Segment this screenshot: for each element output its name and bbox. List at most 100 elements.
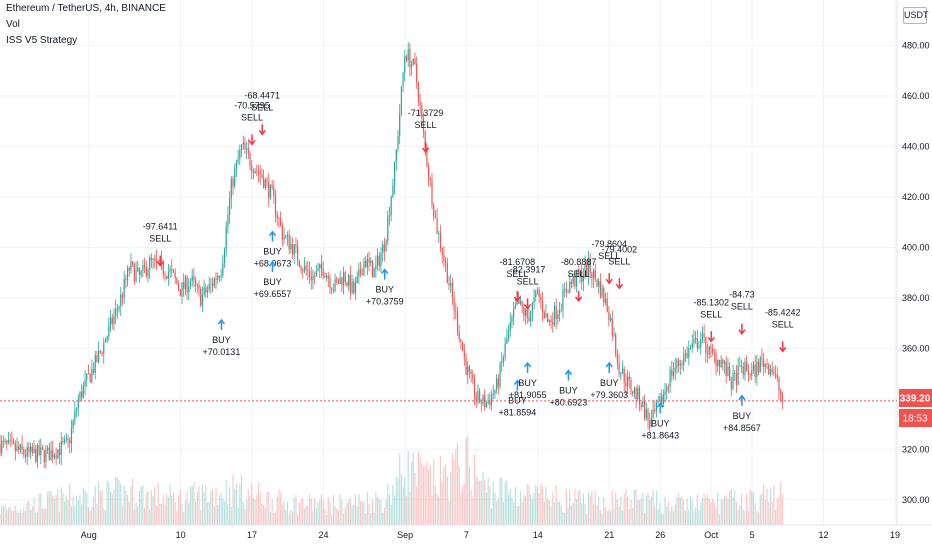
candle-body: [548, 319, 550, 323]
volume-bar: [756, 510, 758, 525]
sell-signal-label: SELL: [731, 302, 753, 312]
volume-bar: [645, 495, 647, 525]
candle-body: [0, 444, 1, 454]
volume-bar: [240, 474, 243, 525]
sell-arrow-head: [156, 261, 164, 267]
candle-body: [448, 283, 450, 286]
volume-bar: [552, 492, 554, 525]
candle-body: [647, 409, 649, 420]
volume-bar: [47, 491, 49, 525]
candle-body: [402, 73, 404, 87]
volume-bar: [130, 486, 132, 525]
candle-body: [669, 369, 671, 387]
sell-arrow-head: [615, 283, 624, 290]
volume-bar: [596, 504, 598, 525]
volume-indicator-label[interactable]: Vol: [6, 19, 20, 30]
candle-body: [683, 355, 685, 365]
candle-body: [288, 234, 290, 250]
price-axis[interactable]: 300.00320.00340.00360.00380.00400.00420.…: [902, 40, 930, 504]
candle-body: [470, 371, 472, 374]
candle-body: [589, 259, 591, 273]
candle-body: [727, 366, 729, 376]
volume-bar: [239, 484, 241, 525]
volume-bar: [455, 448, 457, 525]
volume-bar: [589, 495, 591, 525]
candle-body: [322, 268, 324, 276]
symbol-title[interactable]: Ethereum / TetherUS, 4h, BINANCE: [6, 3, 166, 14]
candle-body: [113, 315, 115, 325]
volume-bar: [0, 514, 1, 525]
volume-bar: [458, 466, 460, 525]
sell-signal-label: SELL: [506, 269, 528, 279]
candle-body: [479, 391, 481, 403]
volume-bar: [342, 513, 345, 525]
volume-bar: [286, 501, 289, 525]
volume-bar: [242, 502, 244, 525]
candle-body: [606, 298, 608, 312]
candle-body: [366, 258, 368, 268]
volume-bar: [137, 506, 139, 525]
candle-body: [698, 346, 700, 349]
candle-body: [232, 178, 234, 187]
candle-body: [229, 198, 231, 215]
volume-bar: [174, 501, 176, 525]
volume-bar: [446, 476, 448, 525]
candle-body: [776, 374, 778, 378]
volume-bar: [371, 498, 374, 525]
volume-bar: [380, 499, 382, 525]
volume-bar: [436, 493, 438, 525]
volume-bar: [189, 486, 192, 525]
buy-signal-label: BUY: [212, 335, 231, 345]
volume-bar: [341, 499, 343, 525]
volume-bar: [671, 505, 673, 525]
currency-unit-button[interactable]: USDT: [903, 7, 929, 24]
volume-bar: [390, 505, 392, 525]
volume-bar: [308, 493, 311, 525]
volume-bar: [601, 513, 603, 525]
candle-body: [623, 368, 625, 383]
candle-body: [247, 148, 249, 154]
candle-body: [434, 216, 436, 219]
strategy-indicator-label[interactable]: ISS V5 Strategy: [6, 35, 78, 46]
volume-bar: [64, 501, 66, 525]
candle-body: [354, 283, 357, 294]
volume-bar: [111, 493, 113, 525]
volume-bar: [599, 509, 601, 525]
volume-bar: [11, 510, 13, 525]
candle-body: [4, 440, 6, 442]
time-axis[interactable]: Aug 10 17 24 Sep 7 14 21 26 Oct 5 12 19: [81, 530, 900, 540]
candle-body: [441, 248, 443, 255]
volume-bar: [591, 490, 593, 525]
volume-bar: [501, 477, 503, 525]
candle-body: [103, 342, 105, 354]
volume-bar: [679, 497, 681, 525]
volume-bar: [487, 477, 489, 525]
sell-signal-label: SELL: [598, 251, 620, 261]
candle-body: [594, 270, 596, 280]
volume-bar: [99, 491, 101, 525]
candle-body: [368, 258, 370, 263]
volume-bar: [213, 505, 215, 525]
volume-bar: [19, 509, 22, 525]
volume-bar: [526, 483, 528, 525]
candle-body: [557, 313, 559, 319]
candle-body: [205, 287, 207, 293]
candle-body: [431, 180, 433, 206]
candle-body: [188, 286, 190, 293]
volume-bar: [103, 508, 105, 525]
volume-bar: [773, 485, 775, 525]
candle-body: [18, 446, 20, 451]
candle-body: [87, 373, 90, 375]
volume-bar: [234, 488, 236, 525]
volume-bar: [723, 496, 726, 525]
candle-body: [348, 275, 350, 286]
candle-body: [718, 359, 721, 367]
volume-bar: [725, 495, 727, 525]
buy-signal-label: BUY: [263, 247, 282, 257]
volume-bar: [781, 494, 783, 525]
candle-body: [628, 376, 630, 380]
volume-bar: [55, 494, 57, 525]
volume-bar: [351, 505, 353, 525]
